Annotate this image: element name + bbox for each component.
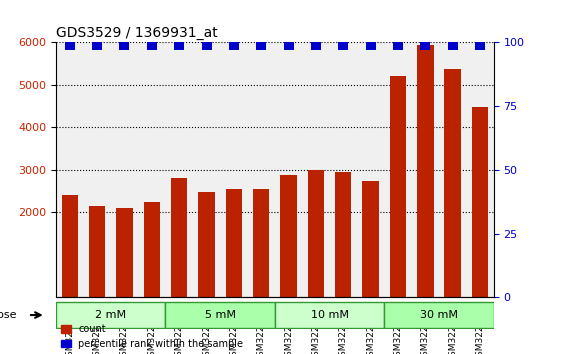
Bar	[307, 170, 324, 297]
Point	[229, 42, 238, 48]
Text: dose: dose	[0, 310, 17, 320]
Point	[202, 42, 211, 48]
Point	[174, 42, 183, 48]
Bar	[390, 76, 406, 297]
Bar	[226, 189, 242, 297]
FancyBboxPatch shape	[275, 302, 384, 328]
Point	[366, 42, 375, 48]
Point	[311, 42, 320, 48]
Text: 2 mM: 2 mM	[95, 310, 126, 320]
FancyBboxPatch shape	[384, 302, 494, 328]
FancyBboxPatch shape	[56, 302, 165, 328]
Point	[93, 42, 102, 48]
Bar	[335, 172, 351, 297]
Text: 5 mM: 5 mM	[205, 310, 236, 320]
Point	[421, 42, 430, 48]
Point	[148, 42, 157, 48]
Point	[448, 42, 457, 48]
Bar	[444, 69, 461, 297]
Bar	[472, 107, 488, 297]
Bar	[171, 178, 187, 297]
Bar	[89, 206, 105, 297]
Bar	[417, 45, 434, 297]
Legend: count, percentile rank within the sample: count, percentile rank within the sample	[61, 324, 243, 349]
Bar	[362, 181, 379, 297]
Point	[65, 42, 74, 48]
Bar	[198, 192, 215, 297]
Bar	[62, 195, 78, 297]
Text: GDS3529 / 1369931_at: GDS3529 / 1369931_at	[56, 26, 218, 40]
Point	[393, 42, 402, 48]
Bar	[116, 208, 132, 297]
Point	[476, 42, 485, 48]
Text: 30 mM: 30 mM	[420, 310, 458, 320]
Point	[120, 42, 129, 48]
Text: 10 mM: 10 mM	[311, 310, 348, 320]
Bar	[253, 189, 269, 297]
Point	[284, 42, 293, 48]
FancyBboxPatch shape	[165, 302, 275, 328]
Point	[257, 42, 266, 48]
Bar	[280, 175, 297, 297]
Bar	[144, 202, 160, 297]
Point	[339, 42, 348, 48]
